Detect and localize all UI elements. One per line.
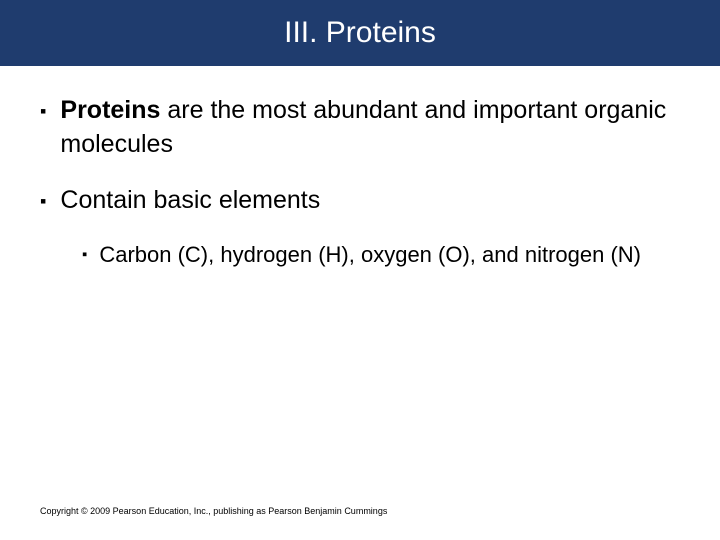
bullet-text: Proteins are the most abundant and impor…: [60, 94, 680, 162]
square-bullet-icon: ▪: [82, 240, 87, 270]
slide-title: III. Proteins: [284, 16, 436, 50]
sub-bullet-text: Carbon (C), hydrogen (H), oxygen (O), an…: [99, 240, 680, 271]
title-bar: III. Proteins: [0, 0, 720, 66]
sub-bullet-item-1: ▪ Carbon (C), hydrogen (H), oxygen (O), …: [82, 240, 680, 271]
bullet-text: Contain basic elements: [60, 184, 680, 218]
slide-content: ▪ Proteins are the most abundant and imp…: [0, 66, 720, 270]
square-bullet-icon: ▪: [40, 94, 46, 128]
bullet-bold-term: Proteins: [60, 96, 160, 124]
bullet-item-1: ▪ Proteins are the most abundant and imp…: [40, 94, 680, 162]
square-bullet-icon: ▪: [40, 184, 46, 218]
bullet-item-2: ▪ Contain basic elements: [40, 184, 680, 218]
copyright-notice: Copyright © 2009 Pearson Education, Inc.…: [40, 506, 387, 516]
